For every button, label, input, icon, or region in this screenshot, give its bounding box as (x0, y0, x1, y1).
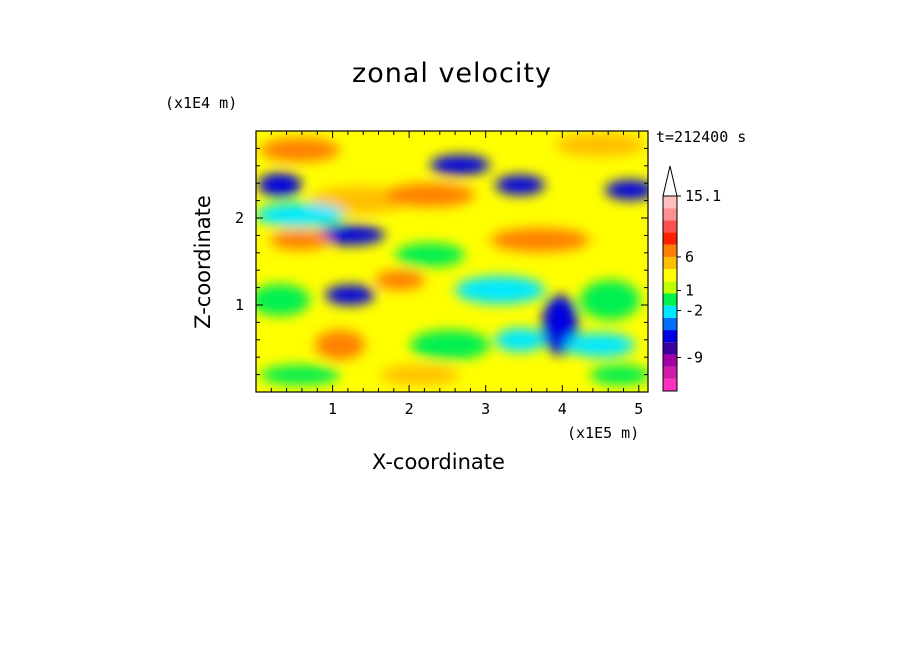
colorbar-segment (663, 366, 677, 379)
colorbar-label: 15.1 (685, 187, 721, 205)
band (410, 330, 490, 360)
colorbar: -9 -2 1 6 15.1 (662, 165, 721, 392)
colorbar-label: 6 (685, 248, 694, 266)
x-tick-label: 3 (481, 400, 490, 418)
y-tick-label: 1 (235, 296, 244, 314)
band (375, 270, 425, 290)
x-axis-label: X-coordinate (372, 450, 505, 474)
band (270, 230, 330, 250)
time-label: t=212400 s (656, 128, 747, 146)
colorbar-segment (663, 342, 677, 355)
colorbar-segment (663, 232, 677, 245)
colorbar-segment (663, 220, 677, 233)
colorbar-segment (663, 317, 677, 331)
band (260, 138, 340, 162)
x-scale-note: (x1E5 m) (567, 424, 640, 442)
colorbar-frame (662, 195, 678, 392)
band (605, 180, 648, 200)
plot-frame (255, 130, 649, 393)
colorbar-extension (662, 165, 678, 197)
band (580, 280, 640, 320)
chart-title: zonal velocity (352, 58, 552, 89)
z-scale-note: (x1E4 m) (165, 94, 238, 112)
colorbar-segment (663, 378, 677, 391)
band (490, 228, 590, 252)
colorbar-label: -2 (685, 302, 703, 320)
axis-ticks: 1 2 3 4 5 1 2 (235, 131, 648, 418)
colorbar-segment (663, 196, 677, 209)
x-tick-label: 5 (634, 400, 643, 418)
colorbar-segment (663, 269, 677, 282)
band (430, 155, 490, 175)
band (555, 133, 645, 157)
band (315, 330, 365, 360)
colorbar-segment (663, 330, 677, 343)
colorbar-label: -9 (685, 348, 703, 366)
x-tick-label: 2 (405, 400, 414, 418)
colorbar-segment (663, 293, 677, 306)
y-tick-label: 2 (235, 209, 244, 227)
band (256, 203, 345, 227)
colorbar-segment (663, 354, 677, 367)
x-tick-label: 4 (558, 400, 567, 418)
contour-field (256, 131, 648, 392)
band (315, 225, 385, 245)
colorbar-segment (663, 256, 677, 270)
band (260, 365, 340, 385)
band (495, 175, 545, 195)
colorbar-label: 1 (685, 281, 694, 299)
band (495, 328, 545, 352)
band (590, 365, 648, 385)
x-tick-label: 1 (328, 400, 337, 418)
band (258, 173, 302, 197)
field-bands (256, 133, 648, 385)
band (565, 333, 635, 357)
band (380, 365, 460, 385)
band (385, 183, 475, 207)
colorbar-segment (663, 305, 677, 318)
band (325, 285, 375, 305)
band (395, 243, 465, 267)
colorbar-segment (663, 244, 677, 257)
band (310, 186, 410, 214)
band (256, 284, 310, 316)
colorbar-segment (663, 281, 677, 294)
band (455, 276, 545, 304)
colorbar-segment (663, 208, 677, 221)
